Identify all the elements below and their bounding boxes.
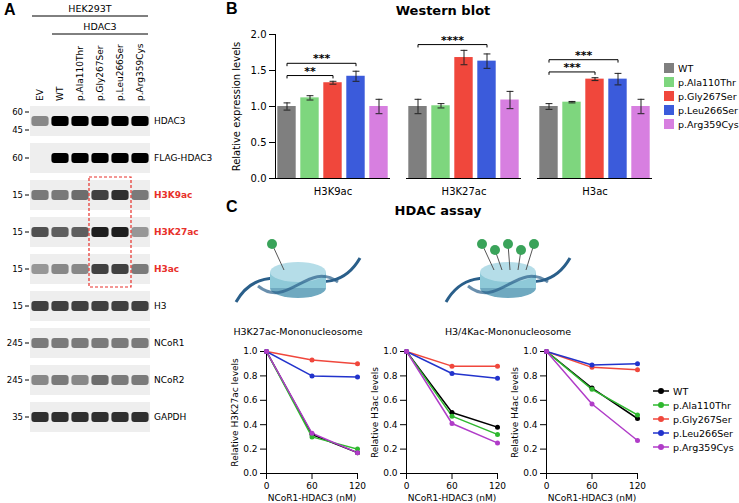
svg-text:15: 15 xyxy=(12,190,23,200)
svg-text:35: 35 xyxy=(12,412,23,422)
html-text:p.Leu266Ser: p.Leu266Ser xyxy=(678,105,738,116)
svg-text:NCoR1-HDAC3 (nM): NCoR1-HDAC3 (nM) xyxy=(408,493,497,503)
svg-text:Relative H3K27ac levels: Relative H3K27ac levels xyxy=(230,358,240,467)
svg-text:1.5: 1.5 xyxy=(251,65,267,76)
html-text:WT: WT xyxy=(678,63,694,74)
svg-text:0: 0 xyxy=(544,481,550,491)
html-text:p.Arg359Cys: p.Arg359Cys xyxy=(678,119,739,130)
svg-text:120: 120 xyxy=(629,481,646,491)
svg-text:0.2: 0.2 xyxy=(243,444,257,454)
svg-text:p.Ala110Thr: p.Ala110Thr xyxy=(75,46,85,101)
html-text:Western blot: Western blot xyxy=(395,3,491,18)
svg-text:NCoR1-HDAC3 (nM): NCoR1-HDAC3 (nM) xyxy=(548,493,637,503)
html-text:p.Leu266Ser: p.Leu266Ser xyxy=(673,428,733,439)
svg-text:1.0: 1.0 xyxy=(243,346,258,356)
svg-text:2.0: 2.0 xyxy=(251,29,267,40)
svg-text:Relative expression levels: Relative expression levels xyxy=(231,42,242,172)
html-text:p.Ala110Thr: p.Ala110Thr xyxy=(673,400,731,411)
svg-text:0.6: 0.6 xyxy=(523,395,538,405)
svg-text:0.2: 0.2 xyxy=(383,444,397,454)
svg-text:0.6: 0.6 xyxy=(243,395,258,405)
svg-text:0.0: 0.0 xyxy=(251,173,267,184)
svg-text:NCoR1: NCoR1 xyxy=(154,338,185,348)
svg-text:H3ac: H3ac xyxy=(582,186,608,197)
html-text:p.Gly267Ser: p.Gly267Ser xyxy=(678,91,737,102)
html-text:p.Arg359Cys: p.Arg359Cys xyxy=(673,442,734,453)
svg-text:Relative H4ac levels: Relative H4ac levels xyxy=(510,367,520,458)
svg-text:60: 60 xyxy=(306,481,318,491)
html-text:H3/4Kac-Mononucleosome: H3/4Kac-Mononucleosome xyxy=(444,326,572,337)
html-text:C: C xyxy=(226,198,238,215)
svg-text:A: A xyxy=(4,1,16,18)
svg-text:Relative H3ac levels: Relative H3ac levels xyxy=(370,367,380,458)
html-text:HDAC assay: HDAC assay xyxy=(394,203,482,218)
svg-text:HDAC3: HDAC3 xyxy=(83,21,116,32)
svg-text:EV: EV xyxy=(35,88,45,101)
svg-text:p.Leu266Ser: p.Leu266Ser xyxy=(115,44,125,101)
svg-text:NCoR2: NCoR2 xyxy=(154,375,185,385)
svg-text:0.4: 0.4 xyxy=(383,420,398,430)
svg-text:0.0: 0.0 xyxy=(243,468,258,478)
svg-text:45: 45 xyxy=(12,125,23,135)
svg-text:120: 120 xyxy=(489,481,506,491)
svg-text:0.0: 0.0 xyxy=(383,468,398,478)
svg-text:GAPDH: GAPDH xyxy=(154,412,186,422)
svg-text:p.Arg359Cys: p.Arg359Cys xyxy=(135,43,145,101)
svg-text:1.0: 1.0 xyxy=(523,346,538,356)
svg-text:****: **** xyxy=(441,34,464,47)
svg-text:245: 245 xyxy=(7,375,23,385)
svg-text:0.8: 0.8 xyxy=(383,371,398,381)
html-text:p.Ala110Thr: p.Ala110Thr xyxy=(678,77,736,88)
svg-text:***: *** xyxy=(575,49,593,62)
svg-text:60: 60 xyxy=(12,107,23,117)
svg-text:H3K9ac: H3K9ac xyxy=(154,190,192,200)
svg-text:0.0: 0.0 xyxy=(523,468,538,478)
html-text:B: B xyxy=(226,0,238,17)
svg-text:245: 245 xyxy=(7,338,23,348)
svg-text:HEK293T: HEK293T xyxy=(68,3,112,14)
html-text:H3K27ac-Mononucleosome: H3K27ac-Mononucleosome xyxy=(233,326,363,337)
svg-text:H3K9ac: H3K9ac xyxy=(314,186,352,197)
svg-text:***: *** xyxy=(563,61,581,74)
svg-text:0.8: 0.8 xyxy=(523,371,538,381)
svg-text:H3K27ac: H3K27ac xyxy=(154,227,199,237)
svg-text:60: 60 xyxy=(12,153,23,163)
svg-text:***: *** xyxy=(313,52,331,65)
svg-text:15: 15 xyxy=(12,227,23,237)
svg-text:H3: H3 xyxy=(154,301,167,311)
svg-text:15: 15 xyxy=(12,264,23,274)
svg-text:H3K27ac: H3K27ac xyxy=(442,186,487,197)
svg-text:0.5: 0.5 xyxy=(251,137,267,148)
svg-text:p.Gly267Ser: p.Gly267Ser xyxy=(95,45,105,101)
svg-text:NCoR1-HDAC3 (nM): NCoR1-HDAC3 (nM) xyxy=(268,493,357,503)
svg-text:60: 60 xyxy=(446,481,458,491)
svg-text:0.8: 0.8 xyxy=(243,371,258,381)
svg-text:60: 60 xyxy=(586,481,598,491)
svg-text:FLAG-HDAC3: FLAG-HDAC3 xyxy=(154,153,212,163)
html-text:p.Gly267Ser: p.Gly267Ser xyxy=(673,414,732,425)
svg-text:0.4: 0.4 xyxy=(523,420,538,430)
svg-text:120: 120 xyxy=(349,481,366,491)
svg-text:1.0: 1.0 xyxy=(383,346,398,356)
svg-text:0.6: 0.6 xyxy=(383,395,398,405)
svg-text:WT: WT xyxy=(55,86,65,101)
svg-text:0: 0 xyxy=(404,481,410,491)
svg-text:**: ** xyxy=(304,65,316,78)
svg-text:1.0: 1.0 xyxy=(251,101,267,112)
svg-text:H3ac: H3ac xyxy=(154,264,179,274)
html-text:WT: WT xyxy=(673,386,689,397)
svg-text:15: 15 xyxy=(12,301,23,311)
svg-text:0.2: 0.2 xyxy=(523,444,537,454)
svg-text:0: 0 xyxy=(264,481,270,491)
svg-text:0.4: 0.4 xyxy=(243,420,258,430)
svg-text:HDAC3: HDAC3 xyxy=(154,116,186,126)
